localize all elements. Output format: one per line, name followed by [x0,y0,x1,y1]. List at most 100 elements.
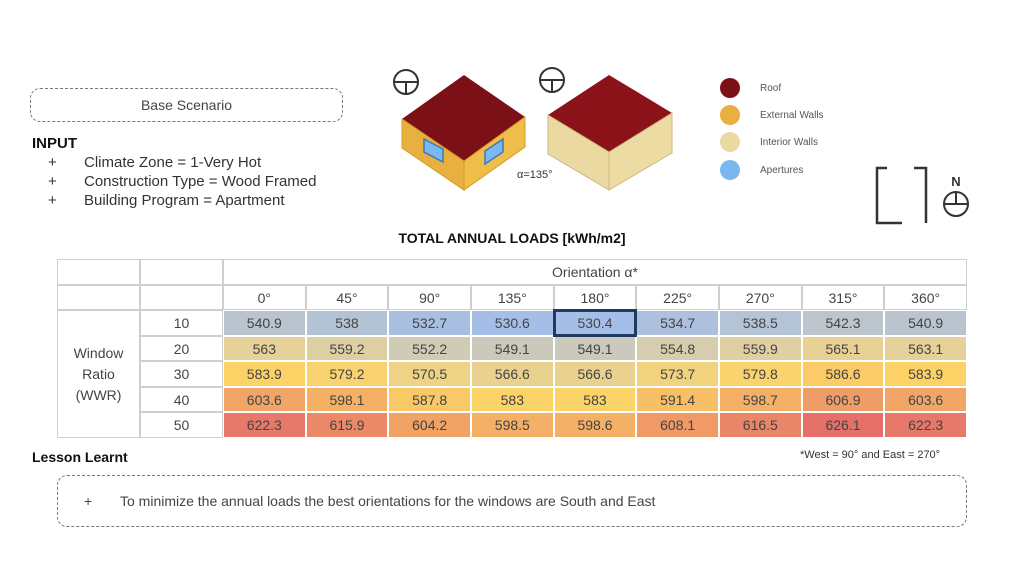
table-cell: 552.2 [388,336,471,361]
table-cell: 579.8 [719,361,802,387]
table-cell: 598.6 [553,412,637,438]
lesson-text: To minimize the annual loads the best or… [120,493,656,509]
input-item-text: Construction Type = Wood Framed [84,173,317,190]
table-cell: 559.9 [719,336,802,361]
building-exterior-icon [401,75,526,191]
column-header: 315° [801,285,885,310]
row-label: 30 [140,361,223,387]
table-cell: 549.1 [471,336,554,361]
table-cell: 622.3 [884,412,967,438]
legend-swatch [720,160,740,180]
table-cell: 587.8 [388,387,471,412]
bullet-plus: + [48,154,57,171]
column-header: 180° [553,285,637,310]
row-label: 40 [140,387,223,412]
row-header-line: Window [73,344,124,361]
base-scenario-label: Base Scenario [30,88,343,122]
input-item-text: Building Program = Apartment [84,192,285,209]
building-interior-icon [547,75,673,191]
orientation-compass: N [875,166,969,225]
table-cell: 563 [223,336,306,361]
row-header-line: (WWR) [75,386,122,403]
footnote: *West = 90° and East = 270° [800,449,941,461]
legend-item: Interior Walls [720,132,818,152]
table-cell: 579.2 [305,361,389,387]
base-scenario-text: Base Scenario [140,97,233,113]
column-header: 45° [305,285,389,310]
row-label: 20 [140,336,223,361]
lesson-box: + To minimize the annual loads the best … [57,475,967,527]
compass-icon [393,69,419,95]
compass-icon [539,67,565,93]
table-cell: 616.5 [719,412,802,438]
legend-swatch [720,132,740,152]
bullet-plus: + [84,493,93,509]
legend-label: Apertures [760,164,804,176]
legend-item: External Walls [720,105,824,125]
table-cell: 573.7 [636,361,719,387]
lesson-title: Lesson Learnt [32,449,128,465]
input-item-text: Climate Zone = 1-Very Hot [84,154,262,171]
input-item: + Construction Type = Wood Framed [48,173,316,190]
column-header: 0° [223,285,306,310]
table-cell: 540.9 [223,310,306,336]
row-header-line: Ratio [82,365,115,382]
table-cell: 606.9 [801,387,885,412]
input-item: + Climate Zone = 1-Very Hot [48,154,261,171]
building-diagram: α=135° [393,67,673,191]
table-cell: 622.3 [223,412,306,438]
orientation-header: Orientation α* [223,259,967,285]
table-cell: 559.2 [305,336,389,361]
legend-label: Interior Walls [760,136,818,148]
legend-swatch [720,105,740,125]
table-cell: 604.2 [388,412,471,438]
window-ratio-header: Window Ratio (WWR) [57,310,140,438]
table-cell: 570.5 [388,361,471,387]
legend: Roof External Walls Interior Walls Apert… [720,78,870,188]
table-cell: 615.9 [305,412,389,438]
north-label: N [951,174,960,189]
input-item: + Building Program = Apartment [48,192,285,209]
column-header: 360° [884,285,967,310]
orientation-bracket-icon [875,166,928,225]
table-cell: 608.1 [636,412,719,438]
table-corner-cell [140,259,223,285]
table-cell: 603.6 [223,387,306,412]
table-cell: 554.8 [636,336,719,361]
angle-label: α=135° [517,169,553,181]
table-cell: 542.3 [801,310,885,336]
row-label: 10 [140,310,223,336]
legend-label: External Walls [760,109,824,121]
loads-table: Orientation α* Window Ratio (WWR) 0° 45° 9… [57,259,967,438]
legend-item: Roof [720,78,781,98]
bullet-plus: + [48,192,57,209]
table-cell: 530.4 [553,310,637,336]
table-cell: 563.1 [884,336,967,361]
table-cell: 549.1 [553,336,637,361]
legend-item: Apertures [720,160,803,180]
north-compass-icon [943,191,969,217]
table-cell: 534.7 [636,310,719,336]
table-cell: 530.6 [471,310,554,336]
table-cell: 583 [471,387,554,412]
table-cell: 626.1 [801,412,885,438]
legend-label: Roof [760,82,782,94]
chart-title: TOTAL ANNUAL LOADS [kWh/m2] [398,230,626,246]
table-cell: 583.9 [223,361,306,387]
table-cell: 598.5 [471,412,554,438]
table-cell: 538.5 [719,310,802,336]
column-header: 90° [388,285,471,310]
table-cell: 598.7 [719,387,802,412]
table-cell: 603.6 [884,387,967,412]
table-cell: 598.1 [305,387,389,412]
table-cell: 566.6 [553,361,637,387]
table-cell: 538 [305,310,389,336]
column-header: 225° [636,285,719,310]
table-cell: 532.7 [388,310,471,336]
column-header: 135° [471,285,554,310]
table-cell: 583 [553,387,637,412]
legend-swatch [720,78,740,98]
input-title: INPUT [32,135,77,152]
row-label: 50 [140,412,223,438]
bullet-plus: + [48,173,57,190]
